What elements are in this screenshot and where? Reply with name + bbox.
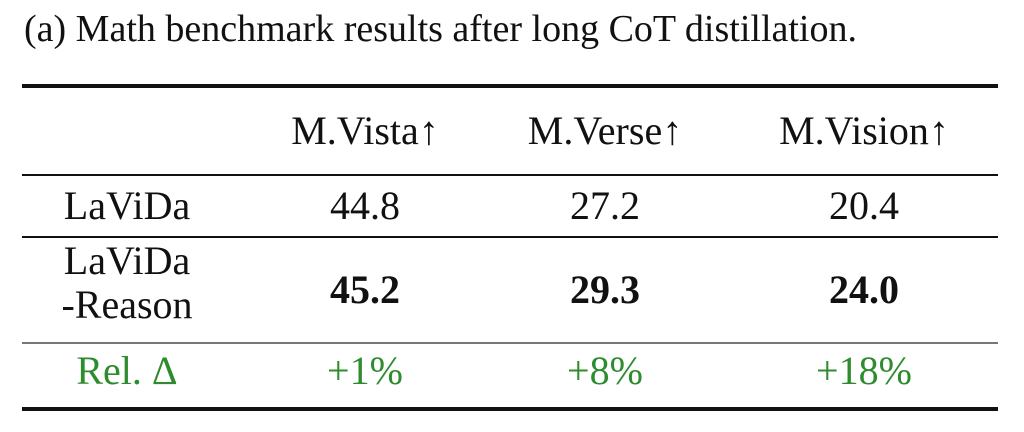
row-lavida-reason-label-line2: -Reason — [61, 282, 193, 327]
header-rule — [22, 174, 998, 176]
bottom-rule — [22, 407, 998, 411]
row-lavida-m-vision: 20.4 — [829, 183, 899, 228]
row-rule — [22, 236, 998, 238]
row-lavida-label: LaViDa — [63, 183, 191, 228]
header-m-vision: M.Vision↑ — [779, 108, 949, 153]
row-lavida-reason-label-line1: LaViDa — [63, 238, 191, 283]
row-lavida-reason-m-vista: 45.2 — [330, 267, 400, 312]
delta-rule — [22, 342, 998, 344]
table-caption: (a) Math benchmark results after long Co… — [24, 8, 857, 50]
row-rel-delta-label: Rel. Δ — [76, 348, 178, 393]
top-rule — [22, 84, 998, 88]
row-lavida-reason-m-verse: 29.3 — [570, 267, 640, 312]
header-m-verse: M.Verse↑ — [527, 108, 683, 153]
row-lavida-reason-label: LaViDa -Reason — [22, 239, 232, 327]
row-lavida-m-verse: 27.2 — [570, 183, 640, 228]
row-lavida-m-vista: 44.8 — [330, 183, 400, 228]
row-lavida-reason-m-vision: 24.0 — [829, 267, 899, 312]
row-rel-delta-m-vista: +1% — [327, 348, 403, 393]
row-rel-delta-m-verse: +8% — [567, 348, 643, 393]
row-rel-delta-m-vision: +18% — [816, 348, 912, 393]
header-m-vista: M.Vista↑ — [291, 108, 439, 153]
